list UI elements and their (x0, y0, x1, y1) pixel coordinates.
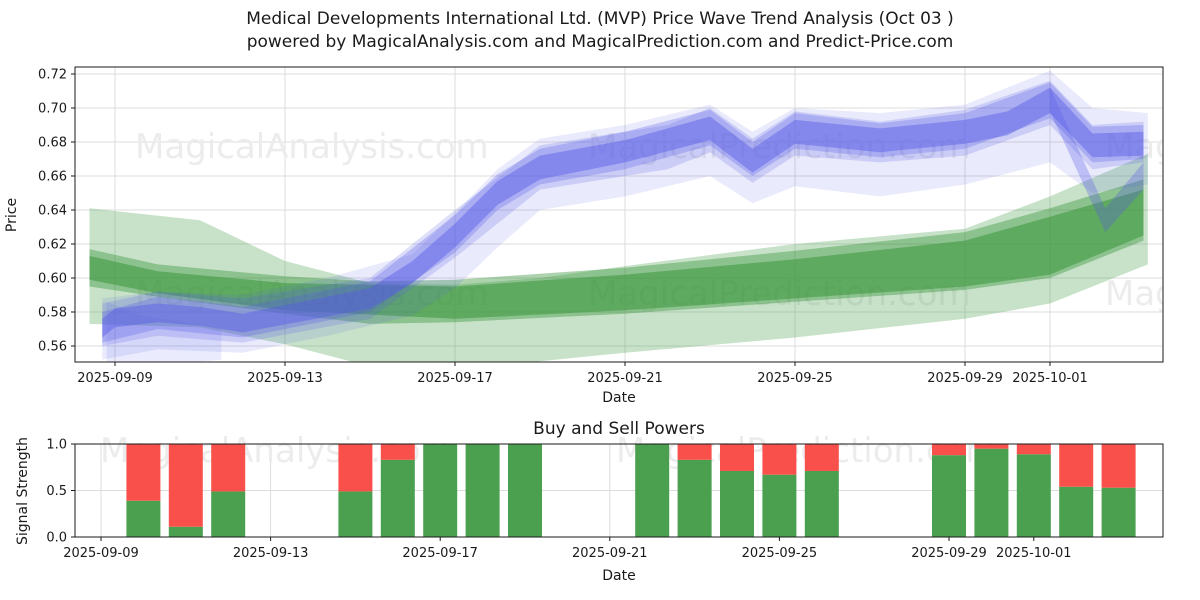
date-axis-label-bottom: Date (602, 568, 636, 584)
buy-bar (168, 526, 203, 537)
watermark-magicalanalysis: MagicalAnalysis.com (135, 127, 489, 167)
signal-strength-axis-label: Signal Strength (15, 437, 31, 546)
x-tick-label: 2025-09-25 (757, 371, 833, 386)
band-blue-band-2 (102, 82, 1144, 343)
buy-bar (465, 444, 500, 537)
price-axis-label: Price (4, 197, 20, 233)
y-tick-label: 1.0 (46, 438, 67, 453)
y-tick-label: 0.62 (38, 238, 67, 253)
signal-chart-title: Buy and Sell Powers (533, 419, 705, 439)
x-tick-label: 2025-09-09 (77, 371, 153, 386)
price-chart: MagicalAnalysis.com MagicalPrediction.com… (38, 66, 1200, 386)
sell-bar (974, 444, 1009, 449)
y-tick-label: 0.56 (38, 340, 67, 355)
buy-bar (1016, 454, 1051, 537)
sell-bar (211, 444, 246, 492)
watermark-magicalprediction: MagicalPrediction.com (588, 127, 971, 167)
sell-bar (126, 444, 161, 501)
watermark-magicalanalysis-clipped: MagicalAnalysis.com (1105, 127, 1200, 167)
band-blue-band-1 (102, 80, 1144, 347)
sell-bar (1059, 444, 1094, 487)
sell-bar (1016, 444, 1051, 455)
x-tick-label: 2025-09-25 (742, 546, 818, 561)
band-blue-dip-band (1050, 87, 1144, 233)
x-tick-label: 2025-09-21 (587, 371, 663, 386)
figure-subtitle: powered by MagicalAnalysis.com and Magic… (246, 32, 954, 52)
x-tick-label: 2025-09-13 (247, 371, 323, 386)
y-tick-label: 0.72 (38, 68, 67, 83)
x-tick-label: 2025-09-09 (63, 546, 139, 561)
buy-bar (1101, 487, 1136, 537)
band-blue-core (102, 87, 1144, 338)
y-tick-label: 0.64 (38, 204, 67, 219)
buy-bar (720, 470, 754, 537)
buy-bar (635, 444, 670, 537)
sell-bar (677, 444, 712, 460)
sell-bar (804, 444, 839, 471)
y-tick-label: 0.58 (38, 306, 67, 321)
buy-bar (677, 459, 712, 537)
sell-bar (1101, 444, 1136, 488)
buy-bar (1059, 486, 1094, 537)
band-blue-left-fan (106, 301, 222, 362)
buy-bar (423, 444, 458, 537)
x-tick-label: 2025-09-17 (417, 371, 493, 386)
x-tick-label: 2025-10-01 (1012, 371, 1088, 386)
y-tick-label: 0.68 (38, 136, 67, 151)
sell-bar (932, 444, 966, 456)
date-axis-label-top: Date (602, 390, 636, 406)
y-tick-label: 0.0 (46, 531, 67, 546)
buy-bar (762, 474, 797, 537)
signal-chart: MagicalAnalysis.comMagicalPrediction.com… (46, 431, 1164, 561)
x-tick-label: 2025-10-01 (996, 546, 1072, 561)
buy-bar (380, 459, 415, 537)
buy-bar (508, 444, 542, 537)
y-tick-label: 0.5 (46, 484, 67, 499)
sell-bar (338, 444, 373, 492)
y-tick-label: 0.70 (38, 102, 67, 117)
sell-bar (380, 444, 415, 460)
price-bands (89, 70, 1148, 362)
buy-bar (211, 491, 246, 537)
sell-bar (720, 444, 754, 471)
buy-bar (974, 448, 1009, 537)
x-tick-label: 2025-09-29 (927, 371, 1003, 386)
price-chart-frame (74, 66, 1164, 363)
x-tick-label: 2025-09-29 (911, 546, 987, 561)
buy-bar (932, 455, 966, 537)
y-tick-label: 0.66 (38, 170, 67, 185)
figure-title: Medical Developments International Ltd. … (246, 9, 954, 29)
y-tick-label: 0.60 (38, 272, 67, 287)
band-blue-envelope-wide (102, 70, 1148, 360)
x-tick-label: 2025-09-13 (233, 546, 309, 561)
buy-bar (804, 470, 839, 537)
x-tick-label: 2025-09-17 (402, 546, 478, 561)
sell-bar (762, 444, 797, 475)
sell-bar (168, 444, 203, 527)
buy-bar (338, 491, 373, 537)
x-tick-label: 2025-09-21 (572, 546, 648, 561)
watermark-magicalanalysis-clipped: MagicalAnalysis.com (1105, 274, 1200, 314)
buy-bar (126, 500, 161, 537)
band-green-core (89, 189, 1144, 319)
